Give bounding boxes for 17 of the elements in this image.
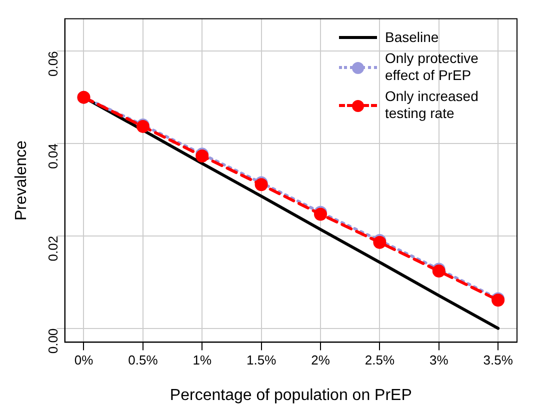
y-tick-label: 0.06 [45, 51, 60, 76]
x-tick-label: 3.5% [483, 352, 514, 368]
x-axis-title: Percentage of population on PrEP [170, 386, 412, 404]
x-tick-label: 0% [74, 352, 94, 368]
x-tick-label: 0.5% [128, 352, 158, 368]
y-tick-label: 0.00 [45, 328, 60, 354]
legend-label: Only increased testing rate [385, 88, 480, 122]
y-tick-label: 0.02 [45, 236, 60, 262]
x-tick-label: 3% [429, 352, 449, 368]
x-tick-label: 2% [311, 352, 330, 368]
x-tick-label: 1% [192, 352, 212, 368]
y-axis-title: Prevalence [13, 140, 30, 221]
y-tick-label: 0.04 [45, 144, 60, 169]
x-tick-label: 2.5% [364, 352, 395, 368]
x-tick-label: 1.5% [246, 352, 277, 368]
legend-label: Baseline [385, 28, 439, 46]
legend-label: Only protective effect of PrEP [385, 50, 480, 84]
